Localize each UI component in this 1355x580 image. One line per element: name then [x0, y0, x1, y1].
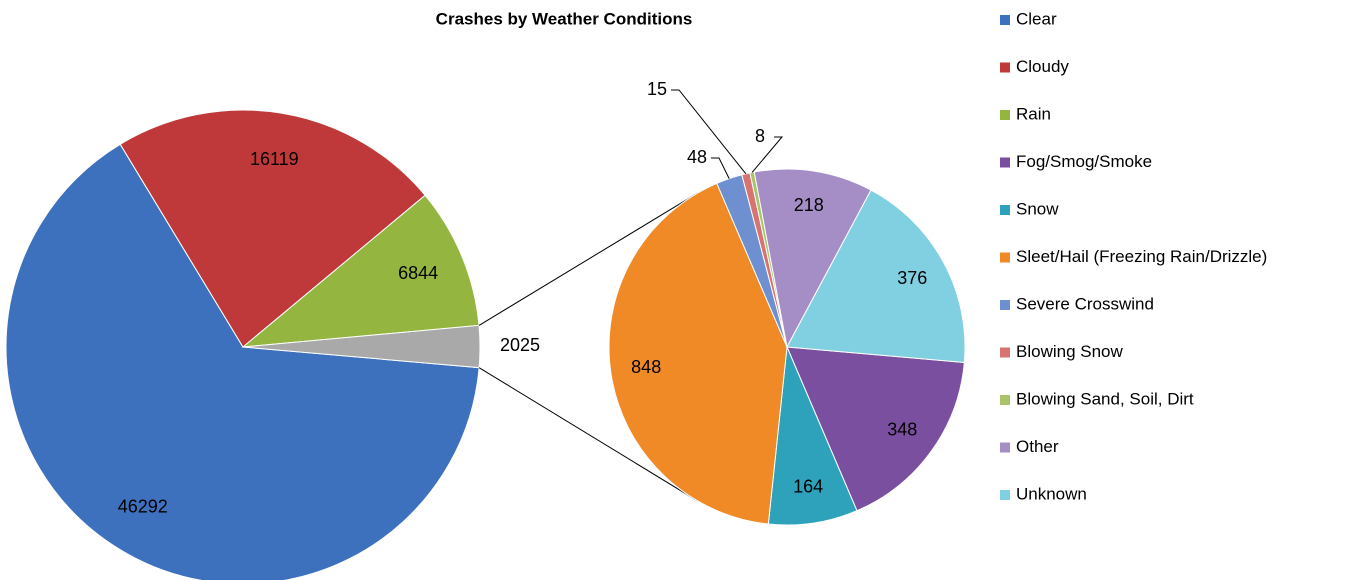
pie-slice [242, 324, 481, 369]
legend-label: Cloudy [1016, 57, 1069, 76]
data-label: 46292 [118, 497, 168, 517]
legend-swatch [1000, 205, 1010, 215]
pie-slice [241, 194, 480, 348]
data-label: 218 [794, 195, 824, 215]
connector-line [478, 367, 699, 502]
legend-label: Fog/Smog/Smoke [1016, 152, 1152, 171]
data-label: 848 [631, 357, 661, 377]
data-label: 16119 [250, 149, 299, 169]
legend-label: Severe Crosswind [1016, 294, 1154, 313]
legend-swatch [1000, 395, 1010, 405]
chart-title: Crashes by Weather Conditions [436, 9, 693, 28]
legend-swatch [1000, 347, 1010, 358]
legend-swatch [1000, 15, 1010, 25]
pie-slice [119, 109, 426, 348]
legend-label: Rain [1016, 104, 1051, 123]
legend-swatch [1000, 252, 1010, 263]
data-label: 6844 [398, 263, 438, 283]
legend-label: Sleet/Hail (Freezing Rain/Drizzle) [1016, 247, 1267, 266]
data-label: 48 [687, 147, 707, 167]
leader-line [711, 157, 730, 179]
data-label: 376 [897, 268, 927, 288]
legend-swatch [1000, 300, 1010, 310]
connector-line [478, 192, 699, 326]
data-label: 8 [755, 126, 765, 146]
data-label: 164 [793, 477, 823, 497]
legend-label: Blowing Snow [1016, 342, 1124, 361]
leader-line [671, 89, 747, 175]
data-label: 15 [647, 79, 667, 99]
data-label: 2025 [500, 335, 540, 355]
legend-label: Unknown [1016, 484, 1087, 503]
legend-label: Clear [1016, 9, 1057, 28]
legend-swatch [1000, 157, 1010, 168]
pie-slice [608, 182, 788, 525]
pie-slice [5, 143, 480, 580]
legend-label: Other [1016, 437, 1059, 456]
data-label: 348 [887, 419, 917, 439]
leader-line [751, 136, 784, 173]
legend-swatch [1000, 110, 1010, 120]
legend-label: Snow [1016, 199, 1059, 218]
pie-slice [786, 189, 966, 364]
pie-slice [767, 345, 858, 526]
legend-swatch [1000, 62, 1010, 73]
legend-swatch [1000, 490, 1010, 500]
pie-slice [786, 346, 965, 512]
legend-label: Blowing Sand, Soil, Dirt [1016, 389, 1194, 408]
pie-slice [753, 168, 872, 349]
legend-swatch [1000, 442, 1010, 453]
